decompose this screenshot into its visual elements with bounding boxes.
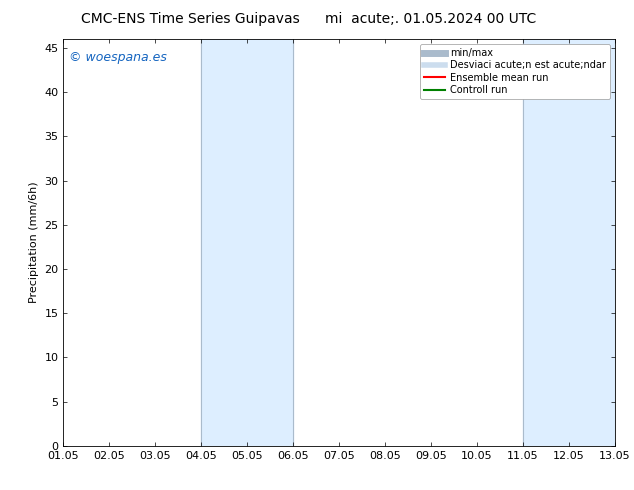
Text: © woespana.es: © woespana.es (69, 51, 167, 64)
Bar (523, 39, 615, 446)
Y-axis label: Precipitation (mm/6h): Precipitation (mm/6h) (29, 182, 39, 303)
Legend: min/max, Desviaci acute;n est acute;ndar, Ensemble mean run, Controll run: min/max, Desviaci acute;n est acute;ndar… (420, 44, 610, 99)
Text: mi  acute;. 01.05.2024 00 UTC: mi acute;. 01.05.2024 00 UTC (325, 12, 537, 26)
Text: CMC-ENS Time Series Guipavas: CMC-ENS Time Series Guipavas (81, 12, 300, 26)
Bar (202, 39, 293, 446)
